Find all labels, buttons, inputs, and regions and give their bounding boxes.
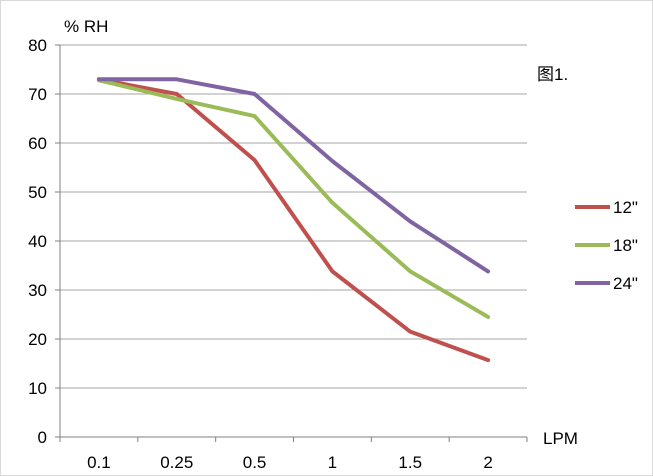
series-lines: [96, 77, 491, 363]
y-tick-label: 10: [28, 379, 47, 398]
legend: 12" 18" 24": [575, 198, 638, 293]
legend-label: 24": [613, 274, 638, 293]
x-tick-label: 0.1: [87, 453, 111, 472]
y-tick-label: 80: [28, 36, 47, 55]
y-tick-label: 30: [28, 281, 47, 300]
x-axis-title: LPM: [543, 429, 578, 448]
gridlines: [60, 44, 527, 389]
figure-annotation: 图1.: [537, 65, 568, 84]
y-tick-label: 0: [38, 428, 47, 447]
y-tick-label: 60: [28, 134, 47, 153]
legend-label: 18": [613, 236, 638, 255]
series-line-1: [96, 77, 491, 363]
y-tick-label: 40: [28, 232, 47, 251]
series-line-3: [96, 77, 491, 274]
x-tick-label: 0.25: [160, 453, 193, 472]
y-tick-label: 20: [28, 330, 47, 349]
x-tick-label: 1.5: [398, 453, 422, 472]
y-tick-label: 50: [28, 183, 47, 202]
series-line-2: [96, 78, 491, 319]
y-tick-label: 70: [28, 85, 47, 104]
legend-label: 12": [613, 198, 638, 217]
x-axis-ticks: 0.1 0.25 0.5 1 1.5 2: [59, 437, 528, 472]
x-tick-label: 0.5: [243, 453, 267, 472]
x-tick-label: 2: [483, 453, 492, 472]
y-axis-ticks: 0 10 20 30 40 50 60 70 80: [28, 36, 60, 447]
y-axis-title: % RH: [64, 17, 108, 36]
x-tick-label: 1: [328, 453, 337, 472]
